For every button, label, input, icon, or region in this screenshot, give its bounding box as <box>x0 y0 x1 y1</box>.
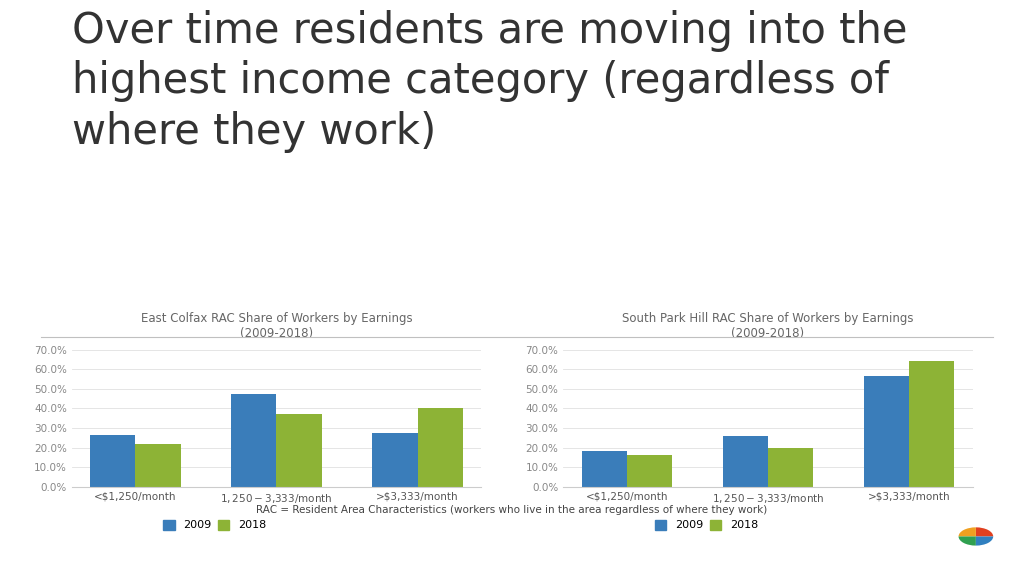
Bar <box>627 456 672 487</box>
Wedge shape <box>976 536 993 545</box>
Bar <box>864 376 909 487</box>
Bar <box>276 414 322 487</box>
Text: CENTER: CENTER <box>963 559 989 564</box>
Text: COLORADO: COLORADO <box>956 542 995 547</box>
Bar <box>909 361 954 487</box>
Text: Source: CFC calculations, Longitudinal Employment Household Dynamics (LEHD) 2009: Source: CFC calculations, Longitudinal E… <box>143 548 758 558</box>
Bar <box>90 435 135 487</box>
Text: Over time residents are moving into the
highest income category (regardless of
w: Over time residents are moving into the … <box>72 10 907 153</box>
Text: FUTURES: FUTURES <box>959 551 992 556</box>
Wedge shape <box>976 528 993 536</box>
Bar <box>418 408 463 487</box>
Bar <box>135 444 180 487</box>
Bar <box>231 393 276 487</box>
Wedge shape <box>958 536 976 545</box>
Bar <box>373 433 418 487</box>
Bar <box>582 452 627 487</box>
Text: RAC = Resident Area Characteristics (workers who live in the area regardless of : RAC = Resident Area Characteristics (wor… <box>256 505 768 515</box>
Legend: 2009, 2018: 2009, 2018 <box>650 515 763 535</box>
Bar <box>723 436 768 487</box>
Legend: 2009, 2018: 2009, 2018 <box>159 515 271 535</box>
Wedge shape <box>958 528 976 536</box>
Title: South Park Hill RAC Share of Workers by Earnings
(2009-2018): South Park Hill RAC Share of Workers by … <box>623 312 913 340</box>
Bar <box>768 448 813 487</box>
Title: East Colfax RAC Share of Workers by Earnings
(2009-2018): East Colfax RAC Share of Workers by Earn… <box>140 312 413 340</box>
